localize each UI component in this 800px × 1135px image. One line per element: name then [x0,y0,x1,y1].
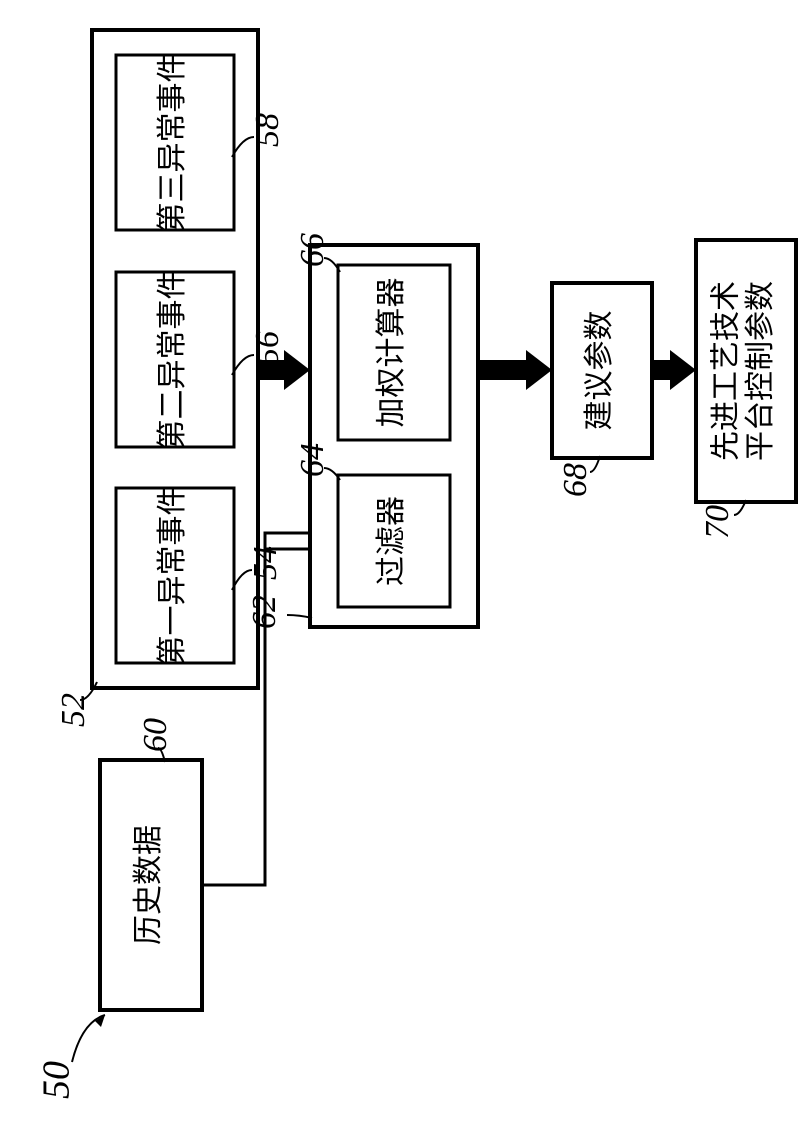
ref-60: 60 [137,718,174,752]
ref-62: 62 [246,595,283,629]
n68-label: 建议参数 [583,311,616,431]
n56-label: 第二异常事件 [156,270,189,450]
ref-54: 54 [247,546,284,580]
ref-64: 64 [294,443,331,477]
n70-label: 平台控制参数 [744,281,777,461]
n66-label: 加权计算器 [375,278,408,428]
figure-ref: 50 [36,1061,78,1099]
ref-56: 56 [249,331,286,365]
ref-58: 58 [249,113,286,147]
ref-66: 66 [294,233,331,267]
n64-label: 过滤器 [375,496,408,586]
n70-label: 先进工艺技术 [710,281,743,461]
ref-68: 68 [557,463,594,497]
n58-label: 第三异常事件 [156,53,189,233]
n60-label: 历史数据 [132,825,165,945]
flowchart-canvas: 第一异常事件第二异常事件第三异常事件历史数据 过滤器 加权计算器 建议参数 先进工艺技术… [0,0,800,1135]
n54-label: 第一异常事件 [156,486,189,666]
ref-70: 70 [699,505,736,539]
